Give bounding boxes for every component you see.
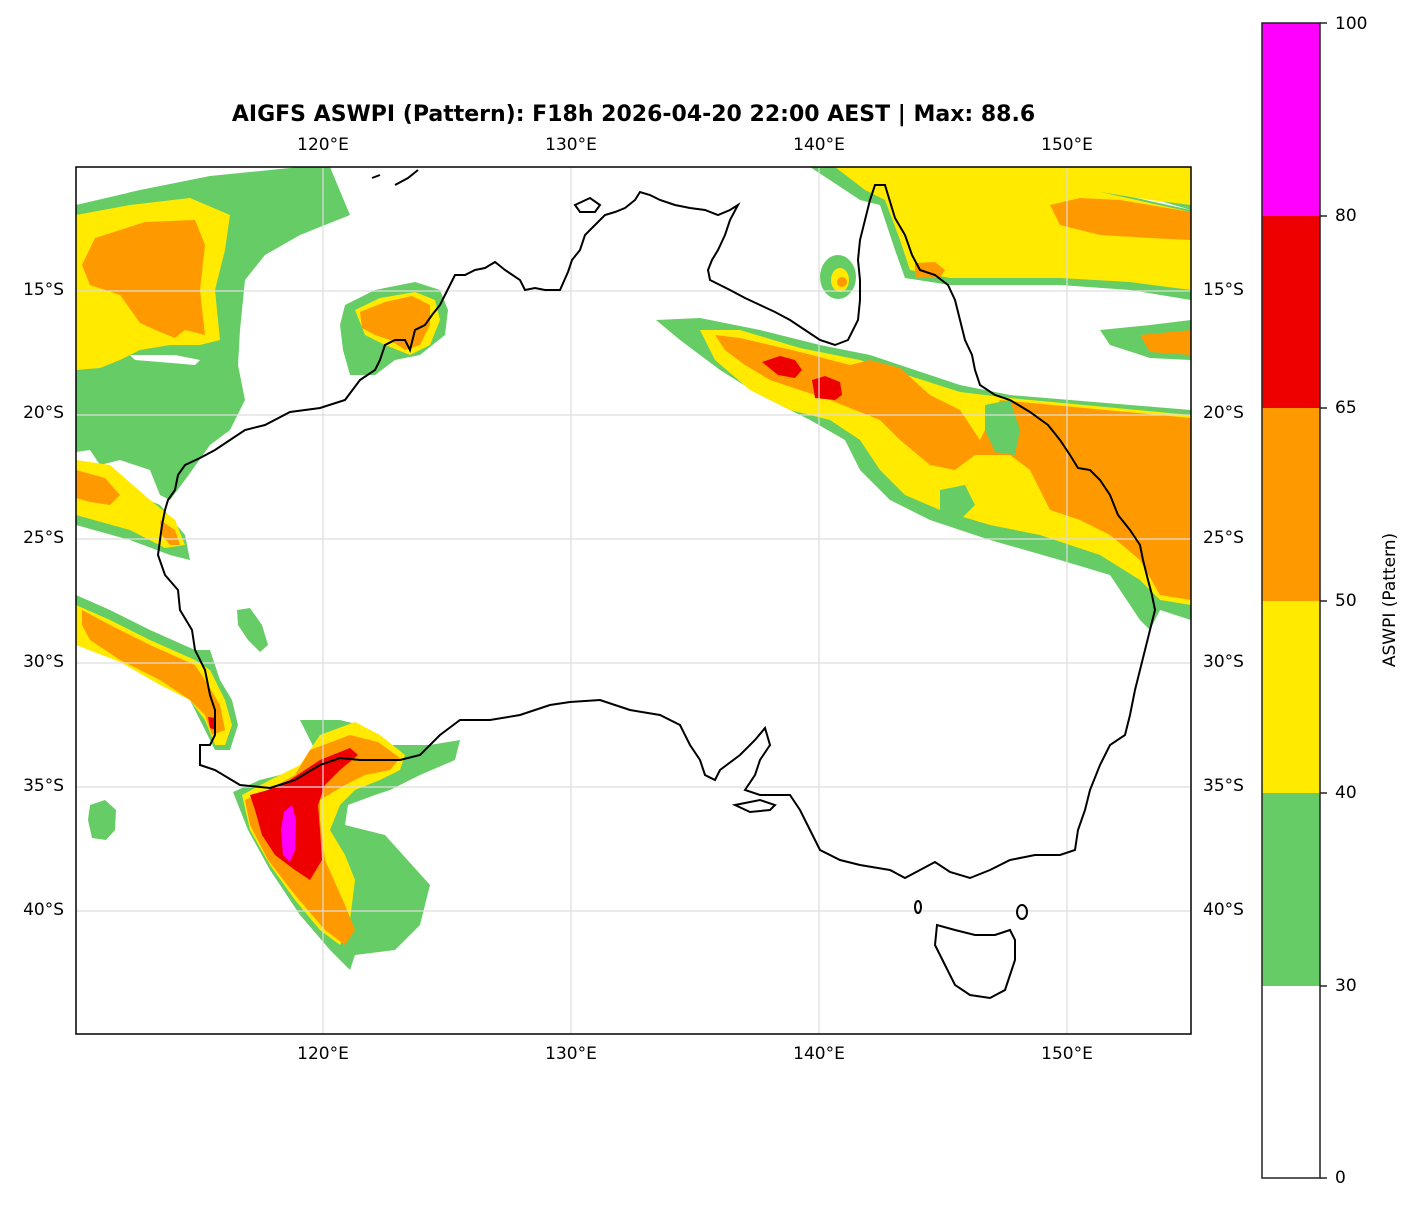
right-tick-20s: 20°S bbox=[1203, 403, 1244, 423]
colorbar-band-30-40 bbox=[1262, 793, 1320, 986]
colorbar-band-65-80 bbox=[1262, 216, 1320, 408]
colorbar-tick-100: 100 bbox=[1335, 14, 1368, 34]
bottom-tick-150e: 150°E bbox=[1041, 1044, 1093, 1064]
colorbar-band-0-30 bbox=[1262, 986, 1320, 1178]
right-tick-15s: 15°S bbox=[1203, 280, 1244, 300]
top-tick-150e: 150°E bbox=[1041, 135, 1093, 155]
contour-fills bbox=[76, 167, 1191, 970]
left-tick-25s: 25°S bbox=[23, 528, 64, 548]
left-tick-35s: 35°S bbox=[23, 776, 64, 796]
left-tick-20s: 20°S bbox=[23, 403, 64, 423]
top-tick-130e: 130°E bbox=[545, 135, 597, 155]
plot-frame bbox=[75, 166, 1192, 1035]
colorbar-tick-0: 0 bbox=[1335, 1168, 1346, 1188]
bottom-tick-140e: 140°E bbox=[793, 1044, 845, 1064]
kimberley-cell bbox=[340, 282, 448, 375]
top-tick-120e: 120°E bbox=[297, 135, 349, 155]
gridlines bbox=[76, 167, 1191, 1034]
colorbar-band-50-65 bbox=[1262, 408, 1320, 601]
chart-title: AIGFS ASWPI (Pattern): F18h 2026-04-20 2… bbox=[231, 102, 1036, 127]
bottom-tick-120e: 120°E bbox=[297, 1044, 349, 1064]
left-tick-15s: 15°S bbox=[23, 280, 64, 300]
colorbar bbox=[1261, 22, 1327, 1179]
ne-band bbox=[656, 318, 1191, 630]
right-tick-40s: 40°S bbox=[1203, 900, 1244, 920]
right-tick-30s: 30°S bbox=[1203, 652, 1244, 672]
right-tick-35s: 35°S bbox=[1203, 776, 1244, 796]
colorbar-label: ASWPI (Pattern) bbox=[1380, 532, 1400, 668]
west-coast-band bbox=[76, 595, 268, 840]
southwest-cell bbox=[233, 720, 460, 970]
coastline bbox=[156, 169, 1157, 1000]
bottom-tick-130e: 130°E bbox=[545, 1044, 597, 1064]
top-tick-140e: 140°E bbox=[793, 135, 845, 155]
nw-band bbox=[76, 167, 350, 560]
colorbar-tick-50: 50 bbox=[1335, 591, 1357, 611]
coral-sea-band bbox=[810, 167, 1191, 360]
colorbar-band-80-100 bbox=[1262, 23, 1320, 216]
colorbar-tick-40: 40 bbox=[1335, 783, 1357, 803]
colorbar-band-40-50 bbox=[1262, 601, 1320, 793]
left-tick-40s: 40°S bbox=[23, 900, 64, 920]
colorbar-tick-80: 80 bbox=[1335, 206, 1357, 226]
colorbar-tick-30: 30 bbox=[1335, 976, 1357, 996]
colorbar-tick-65: 65 bbox=[1335, 398, 1357, 418]
left-tick-30s: 30°S bbox=[23, 652, 64, 672]
right-tick-25s: 25°S bbox=[1203, 528, 1244, 548]
